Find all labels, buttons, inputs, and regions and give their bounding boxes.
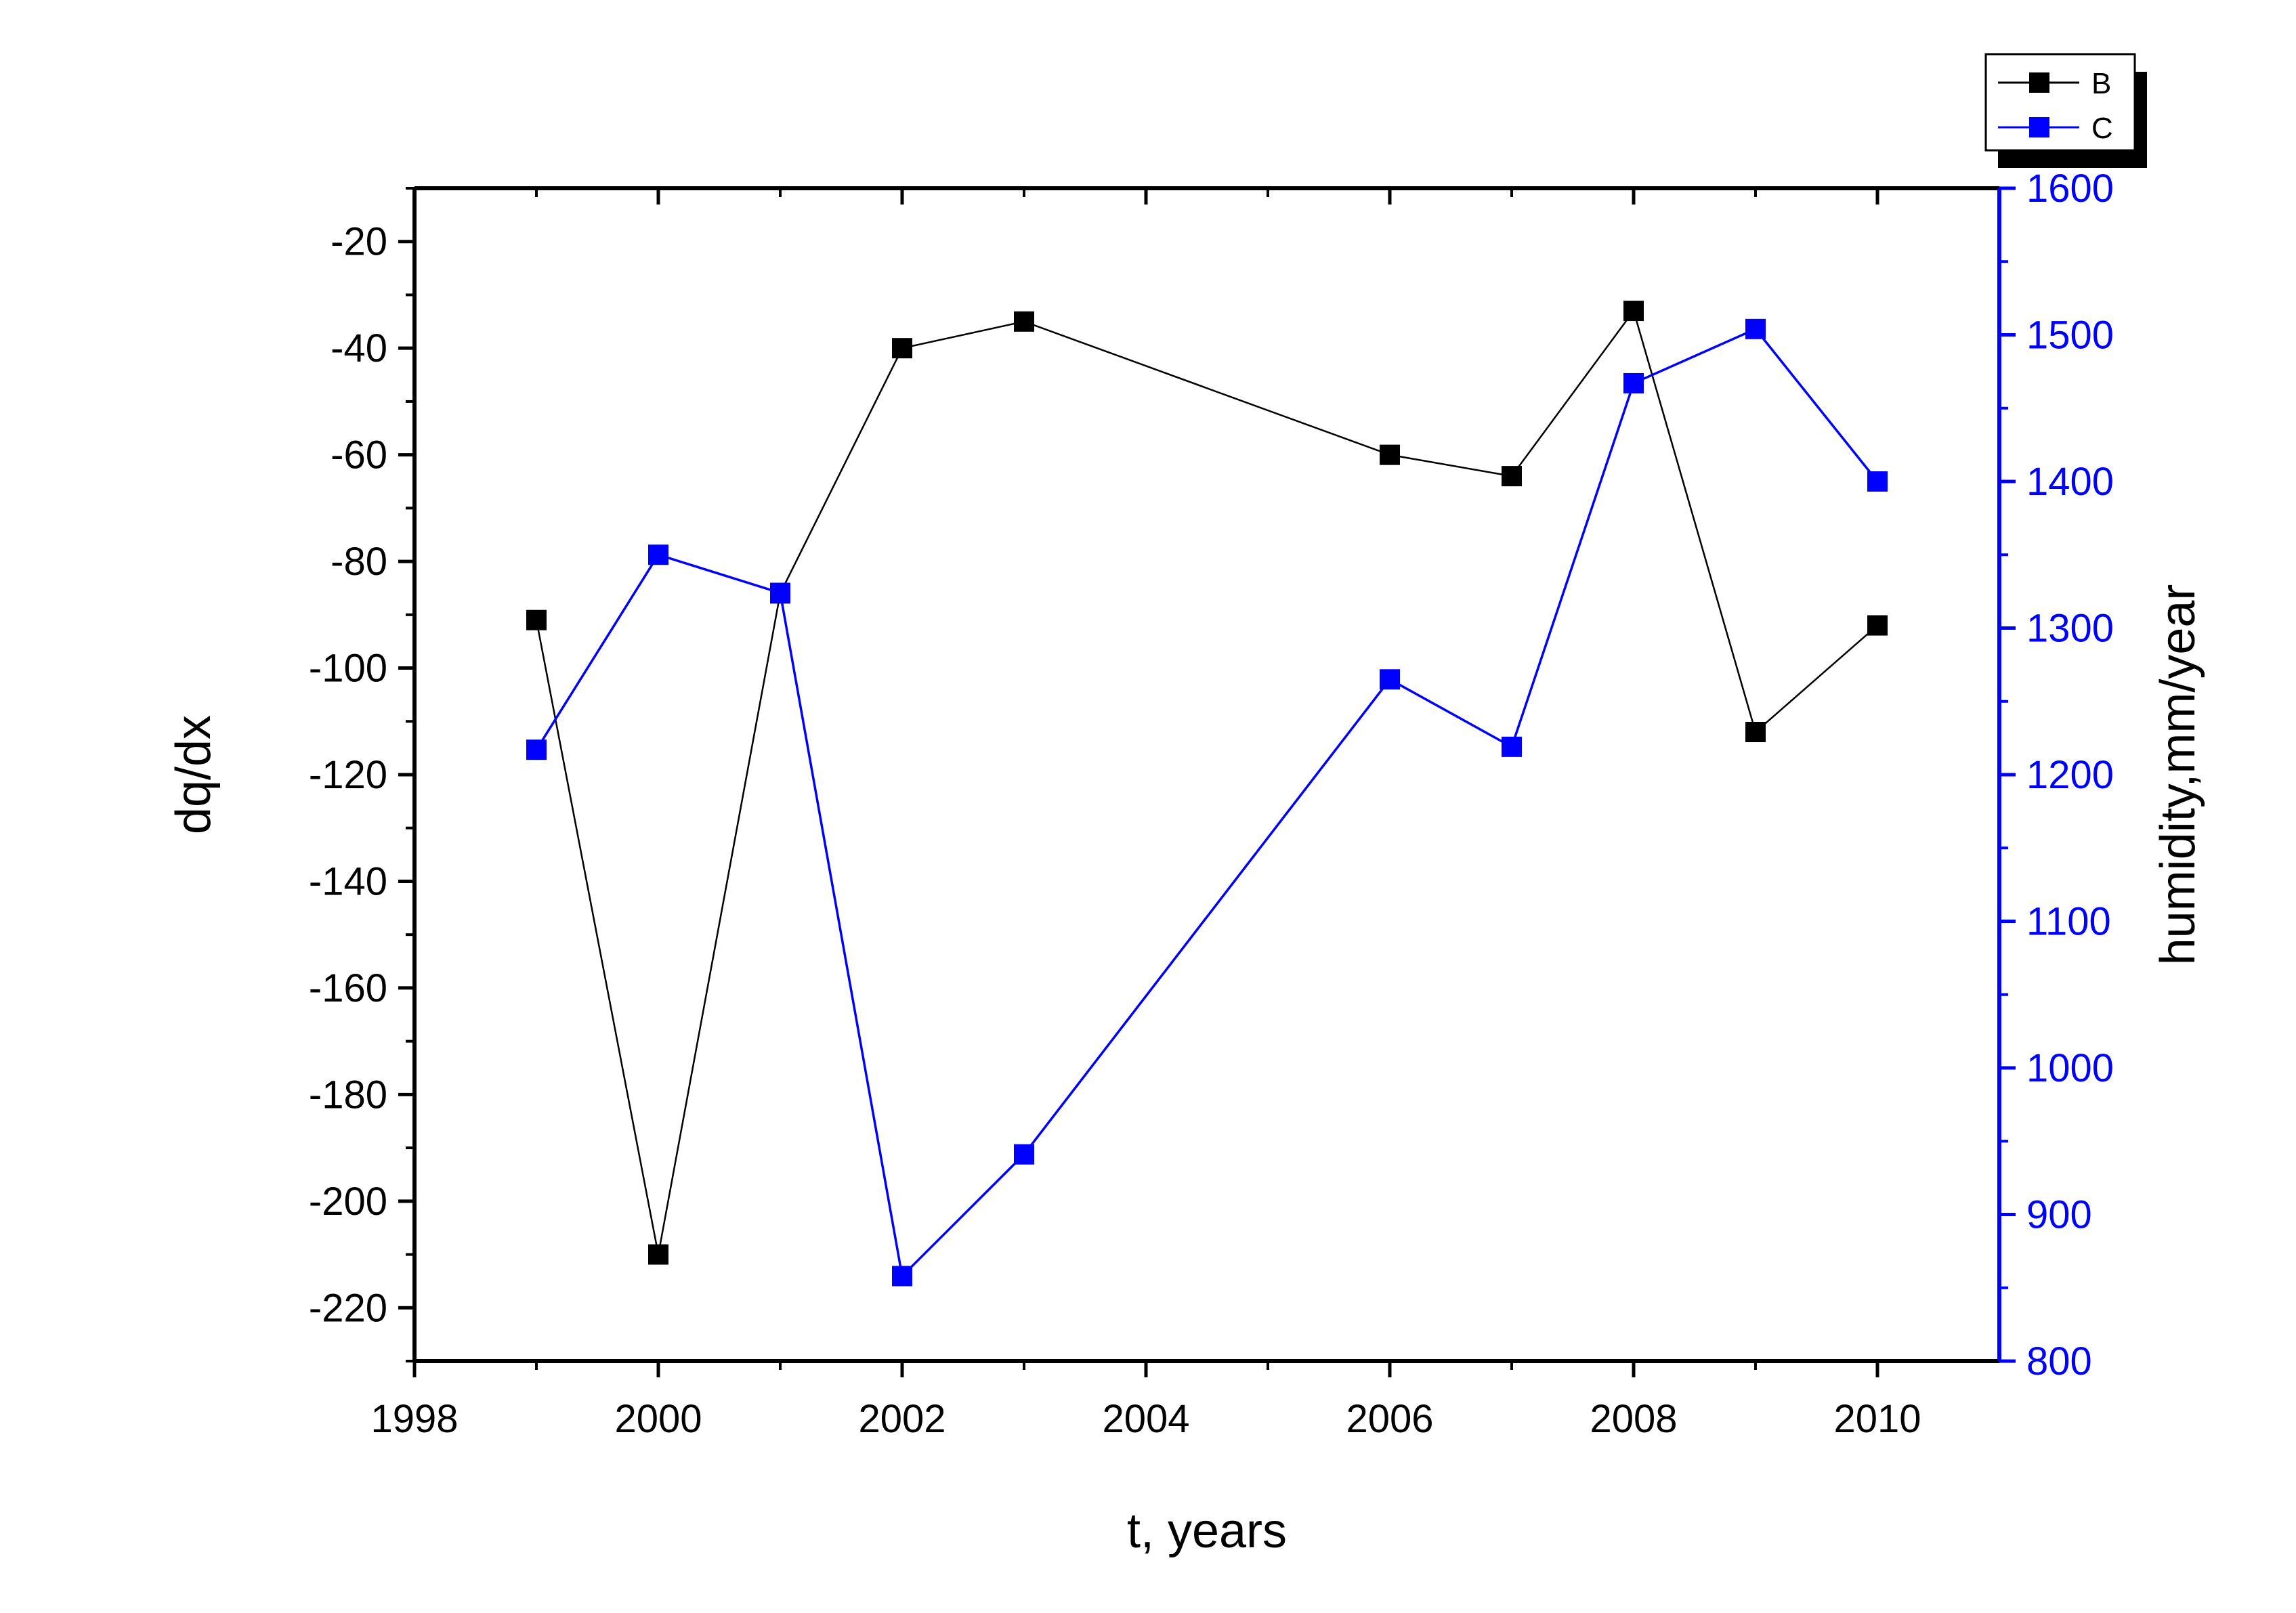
series-C-point bbox=[1014, 1144, 1034, 1165]
y-tick-label: -60 bbox=[331, 433, 387, 477]
series-C-point bbox=[892, 1266, 912, 1287]
y2-tick-label: 1400 bbox=[2026, 460, 2114, 504]
y-tick-label: -40 bbox=[331, 326, 387, 370]
y-tick-label: -220 bbox=[309, 1286, 387, 1330]
series-B-point bbox=[1623, 301, 1644, 322]
legend-label-C: C bbox=[2091, 112, 2113, 145]
legend-label-B: B bbox=[2091, 67, 2111, 100]
x-tick-label: 1998 bbox=[370, 1397, 458, 1441]
series-C-point bbox=[770, 582, 790, 603]
y-tick-label: -160 bbox=[309, 966, 387, 1010]
y2-tick-label: 1100 bbox=[2026, 900, 2111, 944]
series-B-point bbox=[648, 1244, 668, 1265]
x-axis-title: t, years bbox=[1127, 1504, 1287, 1558]
series-C-point bbox=[526, 739, 547, 760]
y2-tick-label: 800 bbox=[2026, 1339, 2092, 1383]
series-B-point bbox=[1380, 444, 1400, 465]
y2-tick-label: 1600 bbox=[2026, 167, 2114, 211]
y2-tick-label: 1300 bbox=[2026, 607, 2114, 651]
x-tick-label: 2008 bbox=[1590, 1397, 1677, 1441]
y-tick-label: -80 bbox=[331, 540, 387, 584]
legend-items: BC bbox=[1998, 67, 2113, 145]
series-layer bbox=[526, 301, 1888, 1287]
y2-tick-label: 900 bbox=[2026, 1193, 2092, 1237]
series-B-point bbox=[1014, 311, 1034, 332]
legend-marker-B bbox=[2029, 72, 2049, 93]
series-B-point bbox=[1502, 466, 1522, 487]
y2-tick-label: 1000 bbox=[2026, 1046, 2114, 1090]
x-tick-label: 2004 bbox=[1102, 1397, 1189, 1441]
series-B-point bbox=[526, 609, 547, 630]
series-C-point bbox=[1380, 669, 1400, 690]
y2-tick-label: 1200 bbox=[2026, 753, 2114, 797]
x-tick-label: 2006 bbox=[1346, 1397, 1433, 1441]
series-C-point bbox=[1745, 318, 1766, 339]
series-B-point bbox=[1745, 722, 1766, 743]
legend-marker-C bbox=[2029, 117, 2049, 137]
y2-tick-label: 1500 bbox=[2026, 314, 2114, 358]
x-tick-label: 2000 bbox=[614, 1397, 702, 1441]
x-tick-label: 2010 bbox=[1833, 1397, 1921, 1441]
series-B-point bbox=[892, 338, 912, 359]
series-C-line bbox=[535, 327, 1879, 1279]
y-tick-label: -100 bbox=[309, 647, 387, 691]
y-tick-label: -180 bbox=[309, 1073, 387, 1117]
right-y-axis-title: humidity,mm/year bbox=[2151, 584, 2205, 966]
series-B-point bbox=[1867, 615, 1888, 636]
y-tick-label: -200 bbox=[309, 1180, 387, 1224]
ticks-layer: 1998 2000 2002 2004 2006 2008 2010 -20 -40 -60 -80… bbox=[309, 167, 2114, 1441]
y-tick-label: -140 bbox=[309, 859, 387, 903]
x-tick-label: 2002 bbox=[858, 1397, 945, 1441]
left-y-axis-title: dq/dx bbox=[167, 715, 221, 834]
legend-box bbox=[1984, 53, 2136, 152]
series-B-line bbox=[535, 309, 1878, 1255]
legend: BC bbox=[1984, 53, 2147, 168]
series-C-point bbox=[1867, 471, 1888, 492]
y-tick-label: -120 bbox=[309, 753, 387, 797]
series-C-point bbox=[1502, 736, 1522, 757]
series-C-point bbox=[1623, 372, 1644, 393]
series-C-point bbox=[648, 544, 668, 565]
y-tick-label: -20 bbox=[331, 220, 387, 264]
